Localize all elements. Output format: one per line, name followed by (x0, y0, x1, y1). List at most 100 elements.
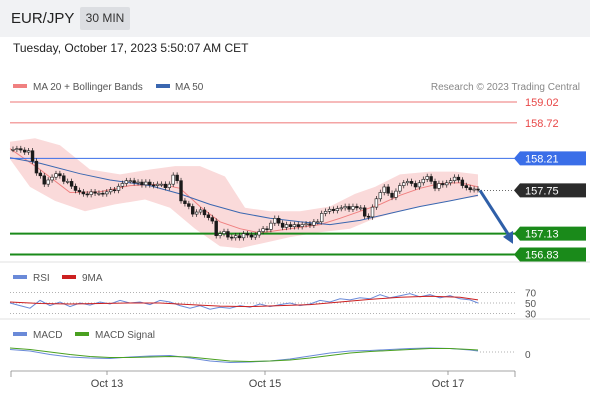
candle-body (366, 215, 371, 218)
candle-body (249, 234, 254, 238)
candle-body (73, 185, 78, 191)
candle-body (132, 180, 136, 184)
candle-body (54, 173, 58, 178)
candle-body (108, 189, 113, 193)
candle-body (323, 211, 328, 214)
candle-body (85, 193, 89, 196)
top-bar: EUR/JPY 30 MIN (0, 0, 590, 37)
candle-body (374, 198, 379, 208)
candle-body (441, 183, 445, 186)
rsi-legend-swatch (13, 275, 27, 279)
support-label-tag (514, 247, 586, 262)
candle-body (421, 178, 425, 184)
moving-averages (9, 148, 479, 234)
candle-body (140, 181, 144, 186)
candle-body (46, 179, 50, 185)
macd-signal-legend-label: MACD Signal (95, 330, 155, 341)
forecast-arrow (478, 189, 513, 244)
rsi-ma-legend-swatch (62, 275, 76, 279)
candle-body (437, 183, 441, 189)
symbol-label: EUR/JPY (11, 10, 75, 27)
candle-body (171, 174, 175, 185)
rsi-legend-label: RSI (33, 273, 50, 284)
candle-body (226, 231, 230, 238)
candle-body (26, 150, 31, 153)
candle-body (284, 224, 289, 228)
candle-body (308, 223, 312, 226)
ma20-line (9, 148, 479, 234)
candle-body (148, 181, 152, 186)
candle-body (183, 200, 187, 204)
rsi-level-label: 30 (525, 309, 537, 320)
timeframe-button[interactable]: 30 MIN (80, 7, 130, 30)
candle-body (198, 209, 203, 213)
candle-body (112, 189, 117, 192)
candle-body (343, 206, 347, 209)
timestamp: Tuesday, October 17, 2023 5:50:07 AM CET (13, 41, 249, 55)
candle-body (202, 209, 207, 216)
macd-legend-swatch (13, 332, 27, 336)
rsi-level-label: 70 (525, 289, 537, 300)
forecast-arrow-shaft (478, 189, 510, 235)
candle-body (347, 206, 351, 210)
candle-body (296, 224, 300, 227)
support-label: 156.83 (525, 250, 559, 262)
candle-body (11, 149, 15, 151)
candle-body (445, 182, 449, 186)
x-axis-tick-label: Oct 15 (249, 378, 281, 390)
candle-body (335, 208, 340, 211)
candle-body (269, 222, 273, 230)
candle-body (237, 235, 242, 239)
last-price-label: 157.75 (525, 185, 559, 197)
candle-body (468, 187, 472, 191)
support-label-tag (514, 226, 586, 241)
candle-body (405, 181, 410, 184)
candle-body (425, 176, 429, 180)
credit-label: Research © 2023 Trading Central (431, 82, 580, 93)
candle-body (159, 183, 164, 186)
pivot-label-tag (514, 151, 586, 166)
rsi-level-label: 50 (525, 299, 537, 310)
candle-body (191, 206, 195, 215)
candle-body (460, 179, 465, 186)
last-price-tag (514, 183, 586, 198)
macd-panel: 0 (9, 347, 531, 364)
candle-body (386, 186, 390, 194)
ma50-legend-swatch (156, 84, 170, 88)
bollinger-band-fill (10, 138, 478, 249)
candle-body (62, 175, 66, 182)
ma20-legend-swatch (13, 84, 27, 88)
bollinger-bands (10, 138, 478, 249)
candle-body (222, 231, 226, 234)
candle-body (206, 214, 211, 218)
candle-body (42, 175, 46, 185)
candle-body (448, 180, 453, 184)
candle-body (265, 228, 269, 231)
candle-body (355, 206, 359, 209)
candle-body (136, 181, 140, 184)
resistance-label: 158.72 (525, 118, 559, 130)
candle-body (30, 150, 35, 162)
candle-body (253, 234, 257, 238)
candle-body (280, 222, 285, 228)
candle-body (230, 236, 234, 239)
candle-body (472, 188, 476, 191)
candle-body (288, 224, 293, 227)
candle-body (402, 182, 406, 186)
macd-zero-label: 0 (525, 350, 531, 361)
candle-body (319, 213, 324, 223)
candle-body (476, 188, 480, 191)
candle-body (339, 207, 343, 210)
candle-body (351, 206, 355, 210)
candle-body (58, 173, 62, 177)
candle-body (69, 181, 74, 187)
candle-body (277, 217, 281, 224)
price-level-labels: 159.02 158.72 158.21 157.75 157.13 156.83 (514, 97, 586, 262)
candle-body (97, 192, 101, 195)
candle-body (245, 233, 250, 236)
macd-signal-line (9, 347, 479, 363)
rsi-ma-line (9, 295, 479, 308)
candle-body (409, 181, 414, 184)
candle-body (456, 176, 461, 181)
candle-body (433, 181, 437, 189)
